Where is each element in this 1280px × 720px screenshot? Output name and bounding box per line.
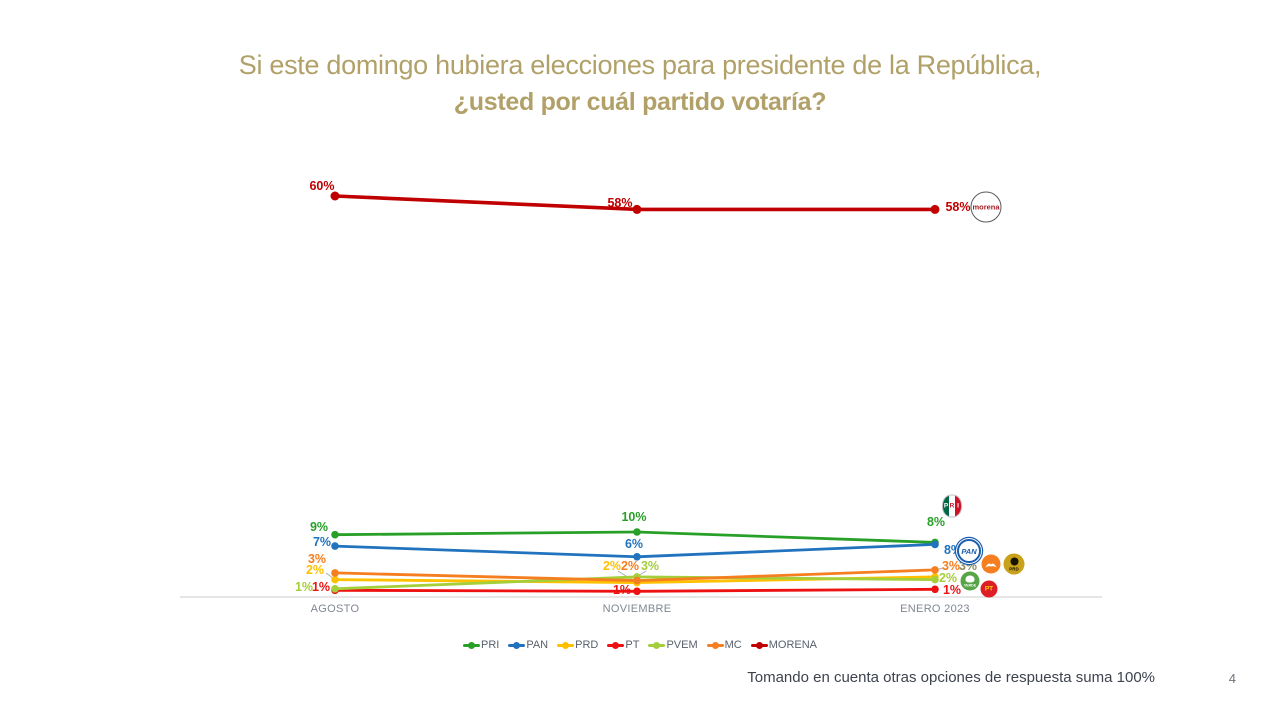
legend-label: PRI [480, 639, 500, 651]
chart-legend: PRI PAN PRD PT PVEM MC MORENA [0, 639, 1280, 651]
legend-marker-morena [750, 641, 768, 649]
data-label-pt-2: 1% [942, 583, 962, 598]
data-point-pan-2 [931, 540, 939, 549]
data-point-morena-0 [330, 191, 340, 201]
data-label-pan-1: 6% [624, 536, 644, 551]
data-label-pt-0: 1% [311, 580, 331, 595]
legend-label: PVEM [666, 639, 698, 651]
pvem-logo: VERDE [960, 571, 980, 591]
data-label-pri-1: 10% [621, 510, 647, 524]
page-number: 4 [1228, 671, 1236, 686]
title-line-2: ¿usted por cuál partido votaría? [453, 88, 827, 116]
pan-logo: PAN [957, 539, 981, 563]
legend-item-pan: PAN [508, 639, 548, 651]
data-label-prd-1: 2% [602, 558, 622, 573]
data-label-pvem-1: 3% [640, 558, 660, 573]
legend-marker-pvem [648, 641, 666, 649]
data-point-pvem-0 [331, 585, 339, 593]
data-label-mc-2: 3% [941, 558, 961, 573]
pt-logo: PT [980, 580, 998, 598]
slide-title: Si este domingo hubiera elecciones para … [0, 50, 1280, 117]
legend-marker-mc [706, 641, 724, 649]
data-point-morena-2 [930, 204, 940, 214]
data-label-pt-1: 1% [612, 583, 632, 598]
legend-label: MORENA [768, 639, 818, 651]
prd-logo-text: PRD [1009, 566, 1019, 571]
data-label-pvem-2: 2% [938, 570, 958, 585]
data-point-pt-2 [931, 585, 939, 594]
mc-eagle-icon [985, 563, 997, 567]
legend-marker-prd [557, 641, 575, 649]
label-leader-line [325, 572, 334, 579]
x-axis-label-noviembre: NOVIEMBRE [602, 603, 672, 615]
footer-note: Tomando en cuenta otras opciones de resp… [747, 669, 1155, 686]
data-point-mc-2 [931, 566, 939, 574]
data-point-pvem-2 [931, 575, 939, 584]
data-point-morena-1 [632, 204, 642, 214]
x-axis-label-agosto: AGOSTO [310, 603, 360, 615]
legend-item-mc: MC [706, 639, 742, 651]
pt-logo-text: PT [984, 585, 994, 593]
pri-logo-letter-i: I [955, 495, 961, 517]
data-point-pri-1 [633, 528, 641, 536]
pan-logo-text: PAN [961, 546, 977, 556]
legend-item-prd: PRD [557, 639, 598, 651]
legend-label: MC [724, 639, 742, 651]
legend-marker-pan [508, 641, 526, 649]
prd-logo: PRD [1003, 553, 1025, 575]
data-point-pt-1 [633, 587, 641, 596]
pvem-logo-text: VERDE [963, 583, 977, 587]
data-label-mc-1: 2% [620, 558, 640, 573]
prd-sun-icon [1010, 557, 1018, 565]
pri-logo-letter-p: P [943, 495, 949, 517]
data-label-pvem-0: 1% [294, 579, 314, 594]
morena-logo: morena [970, 191, 1002, 223]
pvem-toucan-icon [965, 575, 975, 582]
data-point-pri-0 [331, 530, 339, 539]
data-label-pan-0: 7% [312, 535, 332, 550]
legend-marker-pri [462, 641, 480, 649]
legend-item-pt: PT [607, 639, 639, 651]
title-line-1: Si este domingo hubiera elecciones para … [238, 50, 1042, 80]
legend-item-pvem: PVEM [648, 639, 698, 651]
legend-label: PT [625, 639, 640, 651]
data-label-prd-0: 2% [305, 562, 325, 577]
data-label-pri-0: 9% [309, 519, 329, 534]
data-point-mc-1 [633, 576, 641, 585]
legend-marker-pt [607, 641, 625, 649]
data-label-mc-0: 3% [307, 551, 327, 566]
legend-label: PAN [526, 639, 549, 651]
data-label-morena-2: 58% [945, 200, 971, 215]
legend-item-pri: PRI [462, 639, 500, 651]
data-label-morena-1: 58% [607, 196, 633, 211]
data-label-pri-2: 8% [926, 515, 946, 530]
legend-item-morena: MORENA [750, 639, 818, 651]
pri-logo-letter-r: R [949, 495, 955, 517]
mc-logo [981, 554, 1001, 574]
x-axis-label-enero: ENERO 2023 [900, 603, 970, 615]
data-point-pan-0 [331, 542, 339, 550]
morena-logo-text: morena [972, 202, 1000, 212]
data-point-prd-0 [331, 575, 339, 584]
legend-label: PRD [575, 639, 599, 651]
data-point-mc-0 [331, 569, 339, 577]
data-point-pan-1 [633, 553, 641, 561]
pri-logo: P R I [942, 494, 962, 518]
data-label-morena-0: 60% [309, 179, 335, 193]
